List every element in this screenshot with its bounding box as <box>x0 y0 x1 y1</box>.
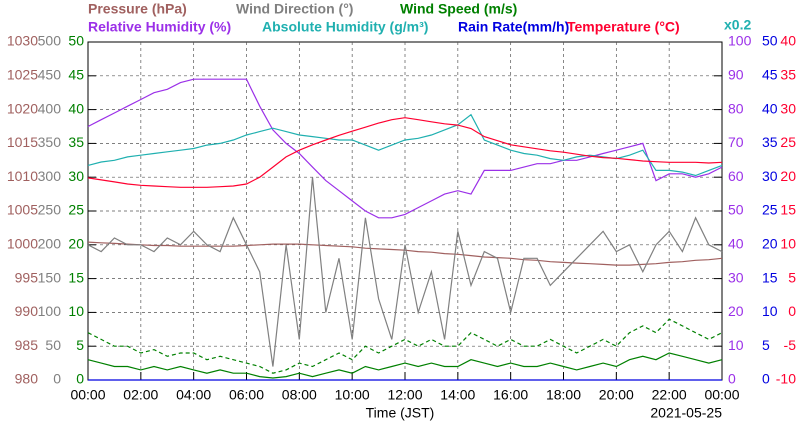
y-tick-label: 45 <box>68 67 84 83</box>
series-line <box>87 352 723 379</box>
series-line <box>87 241 723 266</box>
y-tick-label: 985 <box>15 337 39 353</box>
y-tick-label: 350 <box>38 134 62 150</box>
y-tick-label: 35 <box>762 134 778 150</box>
y-tick-label: 20 <box>762 236 778 252</box>
x-tick-label: 16:00 <box>493 387 528 403</box>
x-tick-label: 04:00 <box>176 387 211 403</box>
y-tick-label: 35 <box>780 67 796 83</box>
y-tick-label: 990 <box>15 303 39 319</box>
y-tick-label: 500 <box>38 33 62 49</box>
x-tick-label: 22:00 <box>652 387 687 403</box>
y-tick-label: 10 <box>68 303 84 319</box>
y-tick-label: 400 <box>38 100 62 116</box>
y-tick-label: 25 <box>780 134 796 150</box>
legend-entry: Absolute Humidity (g/m³) <box>262 19 428 35</box>
y-tick-label: 40 <box>762 100 778 116</box>
legend-entry: Wind Direction (°) <box>236 1 353 17</box>
y-tick-label: 25 <box>68 202 84 218</box>
x-tick-label: 00:00 <box>70 387 105 403</box>
legend-entry: Pressure (hPa) <box>88 1 187 17</box>
y-tick-label: 1030 <box>7 33 38 49</box>
y-tick-label: 980 <box>15 371 39 387</box>
y-tick-label: 450 <box>38 67 62 83</box>
y-tick-label: 5 <box>76 337 84 353</box>
y-tick-label: 35 <box>68 134 84 150</box>
y-tick-label: 150 <box>38 269 62 285</box>
y-tick-label: 100 <box>38 303 62 319</box>
y-tick-label: 50 <box>728 202 744 218</box>
y-tick-label: 15 <box>780 202 796 218</box>
date-label: 2021-05-25 <box>650 405 722 421</box>
y-tick-label: 0 <box>728 371 736 387</box>
x-tick-label: 14:00 <box>440 387 475 403</box>
y-tick-label: 10 <box>762 303 778 319</box>
y-tick-label: 300 <box>38 168 62 184</box>
y-tick-label: 50 <box>762 33 778 49</box>
y-tick-label: 50 <box>68 33 84 49</box>
y-tick-label: 80 <box>728 100 744 116</box>
y-tick-label: 1005 <box>7 202 38 218</box>
series-line <box>87 117 723 188</box>
y-tick-label: 45 <box>762 67 778 83</box>
y-tick-label: 30 <box>762 168 778 184</box>
y-tick-label: 90 <box>728 67 744 83</box>
y-tick-label: 20 <box>780 168 796 184</box>
legend-entry: Rain Rate(mm/h) <box>458 19 569 35</box>
y-tick-label: 25 <box>762 202 778 218</box>
legend-entry: Wind Speed (m/s) <box>400 1 517 17</box>
y-tick-label: 0 <box>76 371 84 387</box>
y-tick-label: 0 <box>53 371 61 387</box>
y-tick-label: 60 <box>728 168 744 184</box>
y-tick-label: 200 <box>38 236 62 252</box>
y-tick-label: 30 <box>68 168 84 184</box>
series-line <box>87 318 723 374</box>
y-tick-label: 50 <box>45 337 61 353</box>
y-tick-label: 1000 <box>7 236 38 252</box>
x-tick-label: 20:00 <box>599 387 634 403</box>
y-tick-label: 20 <box>728 303 744 319</box>
x-tick-label: 06:00 <box>229 387 264 403</box>
y-tick-label: 250 <box>38 202 62 218</box>
y-tick-label: 30 <box>780 100 796 116</box>
series-line <box>87 78 723 219</box>
y-tick-label: 30 <box>728 269 744 285</box>
x-tick-label: 10:00 <box>335 387 370 403</box>
series-line <box>87 177 723 367</box>
x-tick-label: 00:00 <box>704 387 739 403</box>
y-tick-label: 100 <box>728 33 752 49</box>
x-tick-label: 08:00 <box>282 387 317 403</box>
y-tick-label: 20 <box>68 236 84 252</box>
y-tick-label: 40 <box>780 33 796 49</box>
y-tick-label: -5 <box>784 337 797 353</box>
y-tick-label: 70 <box>728 134 744 150</box>
y-tick-label: 10 <box>728 337 744 353</box>
y-tick-label: 1020 <box>7 100 38 116</box>
y-tick-label: 10 <box>780 236 796 252</box>
y-tick-label: 1025 <box>7 67 38 83</box>
y-tick-label: 5 <box>788 269 796 285</box>
y-tick-label: 1010 <box>7 168 38 184</box>
y-tick-label: -10 <box>776 371 796 387</box>
y-tick-label: 0 <box>788 303 796 319</box>
x-tick-label: 18:00 <box>546 387 581 403</box>
y-tick-label: 0 <box>762 371 770 387</box>
y-tick-label: 5 <box>762 337 770 353</box>
x-axis-label: Time (JST) <box>366 405 435 421</box>
scale-label: x0.2 <box>724 17 751 33</box>
x-tick-label: 12:00 <box>387 387 422 403</box>
y-tick-label: 995 <box>15 269 39 285</box>
legend-entry: Temperature (°C) <box>567 19 680 35</box>
y-tick-label: 40 <box>728 236 744 252</box>
legend-entry: Relative Humidity (%) <box>88 19 231 35</box>
y-tick-label: 1015 <box>7 134 38 150</box>
y-tick-label: 15 <box>68 269 84 285</box>
y-tick-label: 40 <box>68 100 84 116</box>
x-tick-label: 02:00 <box>123 387 158 403</box>
y-tick-label: 15 <box>762 269 778 285</box>
